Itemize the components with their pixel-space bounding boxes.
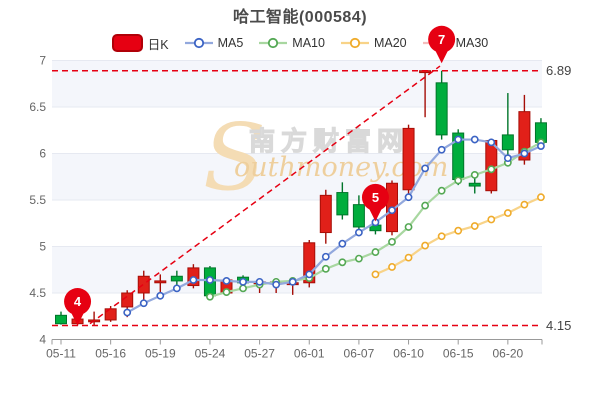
marker-balloon-7: 7 xyxy=(428,25,456,64)
legend-line-icon-ma10 xyxy=(259,37,288,49)
watermark-cn: 南方财富网 xyxy=(249,126,409,156)
candlestick-05-19 xyxy=(154,274,167,293)
legend-label-ma10: MA10 xyxy=(292,36,325,50)
candlestick-06-10 xyxy=(402,124,415,200)
x-tick-label-05-27: 05-27 xyxy=(244,347,275,361)
chart-legend: 日K MA5 MA10 MA20 MA30 xyxy=(0,33,600,53)
limit-line-4.15: 4.15 xyxy=(52,318,571,333)
candlestick-06-06 xyxy=(336,182,349,220)
svg-text:7: 7 xyxy=(438,32,445,47)
candlestick-05-11 xyxy=(55,311,67,325)
y-tick-label-5: 5 xyxy=(39,240,46,254)
x-tick-label-06-15: 06-15 xyxy=(443,347,474,361)
x-tick-label-06-10: 06-10 xyxy=(393,347,424,361)
candlestick-06-02 xyxy=(319,189,332,244)
plot-bands xyxy=(52,60,542,293)
candlestick-06-14 xyxy=(435,70,448,140)
candlestick-05-18 xyxy=(137,270,150,302)
limit-label-6.89: 6.89 xyxy=(546,63,571,78)
y-axis-labels: 7 6.5 6 5.5 5 4.5 4 xyxy=(29,54,46,347)
ma20-line xyxy=(371,193,545,279)
legend-label-dayk: 日K xyxy=(147,37,169,52)
legend-label-ma30: MA30 xyxy=(455,36,489,50)
y-tick-label-4: 4 xyxy=(39,333,46,347)
x-axis: 05-11 05-16 05-19 05-24 05-27 06-01 06-07 06-10… xyxy=(46,339,543,361)
legend-item-ma20[interactable]: MA20 xyxy=(340,36,407,50)
x-tick-label-06-20: 06-20 xyxy=(492,347,523,361)
legend-line-icon-ma5 xyxy=(184,37,213,49)
page-title: 哈工智能(000584) xyxy=(232,9,368,26)
legend-line-icon-ma20 xyxy=(340,37,369,49)
marker-balloon-4: 4 xyxy=(64,288,92,326)
y-tick-label-6.5: 6.5 xyxy=(29,100,46,114)
candlestick-06-20 xyxy=(501,93,514,156)
svg-text:5: 5 xyxy=(372,190,379,205)
x-tick-label-05-19: 05-19 xyxy=(145,347,176,361)
trend-line xyxy=(89,65,441,325)
legend-label-ma5: MA5 xyxy=(217,36,244,50)
x-tick-label-06-07: 06-07 xyxy=(344,347,375,361)
y-tick-label-7: 7 xyxy=(39,54,46,68)
x-tick-label-05-24: 05-24 xyxy=(195,347,226,361)
limit-line-6.89: 6.89 xyxy=(52,63,571,78)
x-tick-label-05-16: 05-16 xyxy=(95,347,126,361)
y-tick-label-6: 6 xyxy=(39,147,46,161)
legend-item-dayk[interactable]: 日K xyxy=(111,34,169,53)
x-tick-label-05-11: 05-11 xyxy=(46,347,76,361)
legend-swatch-dayk xyxy=(111,34,143,52)
legend-item-ma5[interactable]: MA5 xyxy=(184,36,244,50)
marker-balloon-5: 5 xyxy=(361,183,389,222)
candlestick-06-07 xyxy=(352,195,365,232)
y-tick-label-4.5: 4.5 xyxy=(29,286,46,300)
legend-label-ma20: MA20 xyxy=(373,36,407,50)
legend-item-ma10[interactable]: MA10 xyxy=(259,36,325,50)
limit-label-4.15: 4.15 xyxy=(546,318,571,333)
ma5-line xyxy=(123,135,545,317)
y-tick-label-5.5: 5.5 xyxy=(29,193,46,207)
watermark-en: outhmoney.com xyxy=(234,152,448,183)
svg-text:4: 4 xyxy=(74,294,82,309)
x-tick-label-06-01: 06-01 xyxy=(294,347,325,361)
watermark-initial: S xyxy=(203,104,266,211)
